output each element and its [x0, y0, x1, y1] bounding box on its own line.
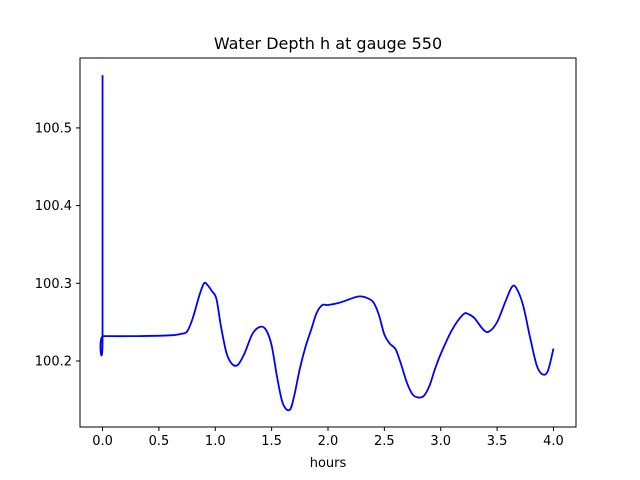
plot-area [80, 58, 576, 427]
plot-border [79, 57, 577, 428]
x-axis-label: hours [310, 456, 347, 471]
x-tick-label: 4.0 [543, 434, 564, 449]
y-tick-label: 100.4 [35, 199, 72, 214]
chart-title: Water Depth h at gauge 550 [214, 34, 442, 53]
series-layer [99, 75, 555, 412]
x-tick-label: 3.5 [487, 434, 508, 449]
y-tick-label: 100.2 [35, 354, 72, 369]
x-tick-label: 1.5 [261, 434, 282, 449]
x-tick-label: 2.5 [374, 434, 395, 449]
x-tick-label: 2.0 [318, 434, 339, 449]
y-tick-label: 100.3 [35, 277, 72, 292]
x-axis: 0.0 0.5 1.0 1.5 2.0 2.5 3.0 3.5 4.0 [92, 427, 564, 449]
y-axis: 100.2 100.3 100.4 100.5 [35, 121, 80, 369]
series-line-0 [99, 75, 555, 412]
x-tick-label: 0.0 [92, 434, 113, 449]
x-tick-label: 0.5 [149, 434, 170, 449]
y-tick-label: 100.5 [35, 121, 72, 136]
x-tick-label: 1.0 [205, 434, 226, 449]
x-tick-label: 3.0 [430, 434, 451, 449]
